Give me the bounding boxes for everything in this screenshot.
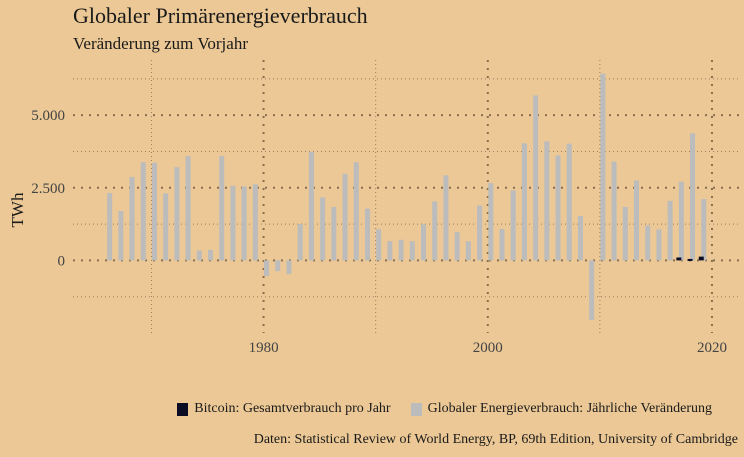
x-tick-label: 2020 <box>697 340 727 356</box>
bar-energy-2011 <box>611 161 617 261</box>
bar-energy-1987 <box>342 173 348 261</box>
bar-energy-2002 <box>510 190 516 261</box>
bar-energy-1998 <box>465 241 471 261</box>
bar-energy-2006 <box>555 155 561 261</box>
bar-energy-1992 <box>398 239 404 261</box>
bar-energy-2008 <box>577 215 583 261</box>
bar-energy-1969 <box>140 162 146 261</box>
chart-subtitle: Veränderung zum Vorjahr <box>73 34 248 53</box>
bar-energy-1977 <box>230 185 236 261</box>
bar-energy-1976 <box>219 156 225 261</box>
chart-title: Globaler Primärenergieverbrauch <box>73 3 368 28</box>
legend-swatch-bitcoin <box>177 402 189 416</box>
bar-energy-2018 <box>690 133 696 261</box>
bar-energy-1994 <box>421 224 427 261</box>
bar-energy-2019 <box>701 199 707 261</box>
bar-energy-1981 <box>275 260 281 272</box>
bar-energy-2013 <box>634 180 640 261</box>
bar-energy-1978 <box>241 186 247 261</box>
bar-energy-2015 <box>656 229 662 261</box>
bar-energy-1988 <box>353 162 359 261</box>
bar-energy-1985 <box>320 197 326 261</box>
bar-energy-1993 <box>409 241 415 261</box>
bar-energy-2017 <box>678 181 684 261</box>
bar-energy-1966 <box>107 193 113 261</box>
bar-energy-1972 <box>174 167 180 261</box>
bar-bitcoin-2017 <box>676 257 682 261</box>
bar-energy-1997 <box>454 232 460 261</box>
legend: Bitcoin: Gesamtverbrauch pro Jahr Global… <box>177 401 712 417</box>
bar-energy-1982 <box>286 260 292 275</box>
bar-energy-2003 <box>521 143 527 261</box>
y-tick-label: 2.500 <box>31 181 65 197</box>
bar-energy-1975 <box>208 249 214 261</box>
bar-energy-1974 <box>196 250 202 261</box>
bar-energy-1996 <box>443 175 449 261</box>
bar-bitcoin-2019 <box>698 256 704 261</box>
bar-energy-1980 <box>264 260 270 277</box>
y-tick-label: 5.000 <box>31 108 65 124</box>
bar-energy-1968 <box>129 177 135 261</box>
bar-energy-2012 <box>622 206 628 261</box>
bar-energy-1990 <box>376 229 382 261</box>
bar-energy-1973 <box>185 156 191 261</box>
y-tick-label: 0 <box>58 253 66 269</box>
legend-label-energy: Globaler Energieverbrauch: Jährliche Ver… <box>427 401 712 416</box>
source-caption: Daten: Statistical Review of World Energ… <box>253 432 738 447</box>
bar-energy-1989 <box>364 208 370 261</box>
x-tick-label: 2000 <box>473 340 503 356</box>
bar-energy-1971 <box>163 193 169 261</box>
bar-energy-2009 <box>589 260 595 320</box>
bar-energy-1995 <box>432 201 438 261</box>
bar-energy-1983 <box>297 224 303 261</box>
bar-energy-2000 <box>488 183 494 261</box>
bar-energy-1967 <box>118 211 124 261</box>
bar-energy-2001 <box>499 229 505 261</box>
legend-label-bitcoin: Bitcoin: Gesamtverbrauch pro Jahr <box>194 401 391 416</box>
bar-energy-1979 <box>252 184 258 261</box>
bar-bitcoin-2018 <box>687 258 693 261</box>
bar-energy-2005 <box>544 141 550 261</box>
bar-energy-1999 <box>477 205 483 261</box>
bar-energy-2004 <box>533 95 539 261</box>
bar-energy-2016 <box>667 200 673 261</box>
bar-energy-2010 <box>600 73 606 261</box>
bar-energy-1984 <box>308 151 314 261</box>
legend-swatch-energy <box>410 402 422 416</box>
bar-energy-1970 <box>151 162 157 261</box>
bar-energy-1991 <box>387 241 393 261</box>
bar-energy-2014 <box>645 225 651 261</box>
bar-energy-1986 <box>331 206 337 261</box>
x-tick-label: 1980 <box>249 340 279 356</box>
bar-energy-2007 <box>566 143 572 261</box>
